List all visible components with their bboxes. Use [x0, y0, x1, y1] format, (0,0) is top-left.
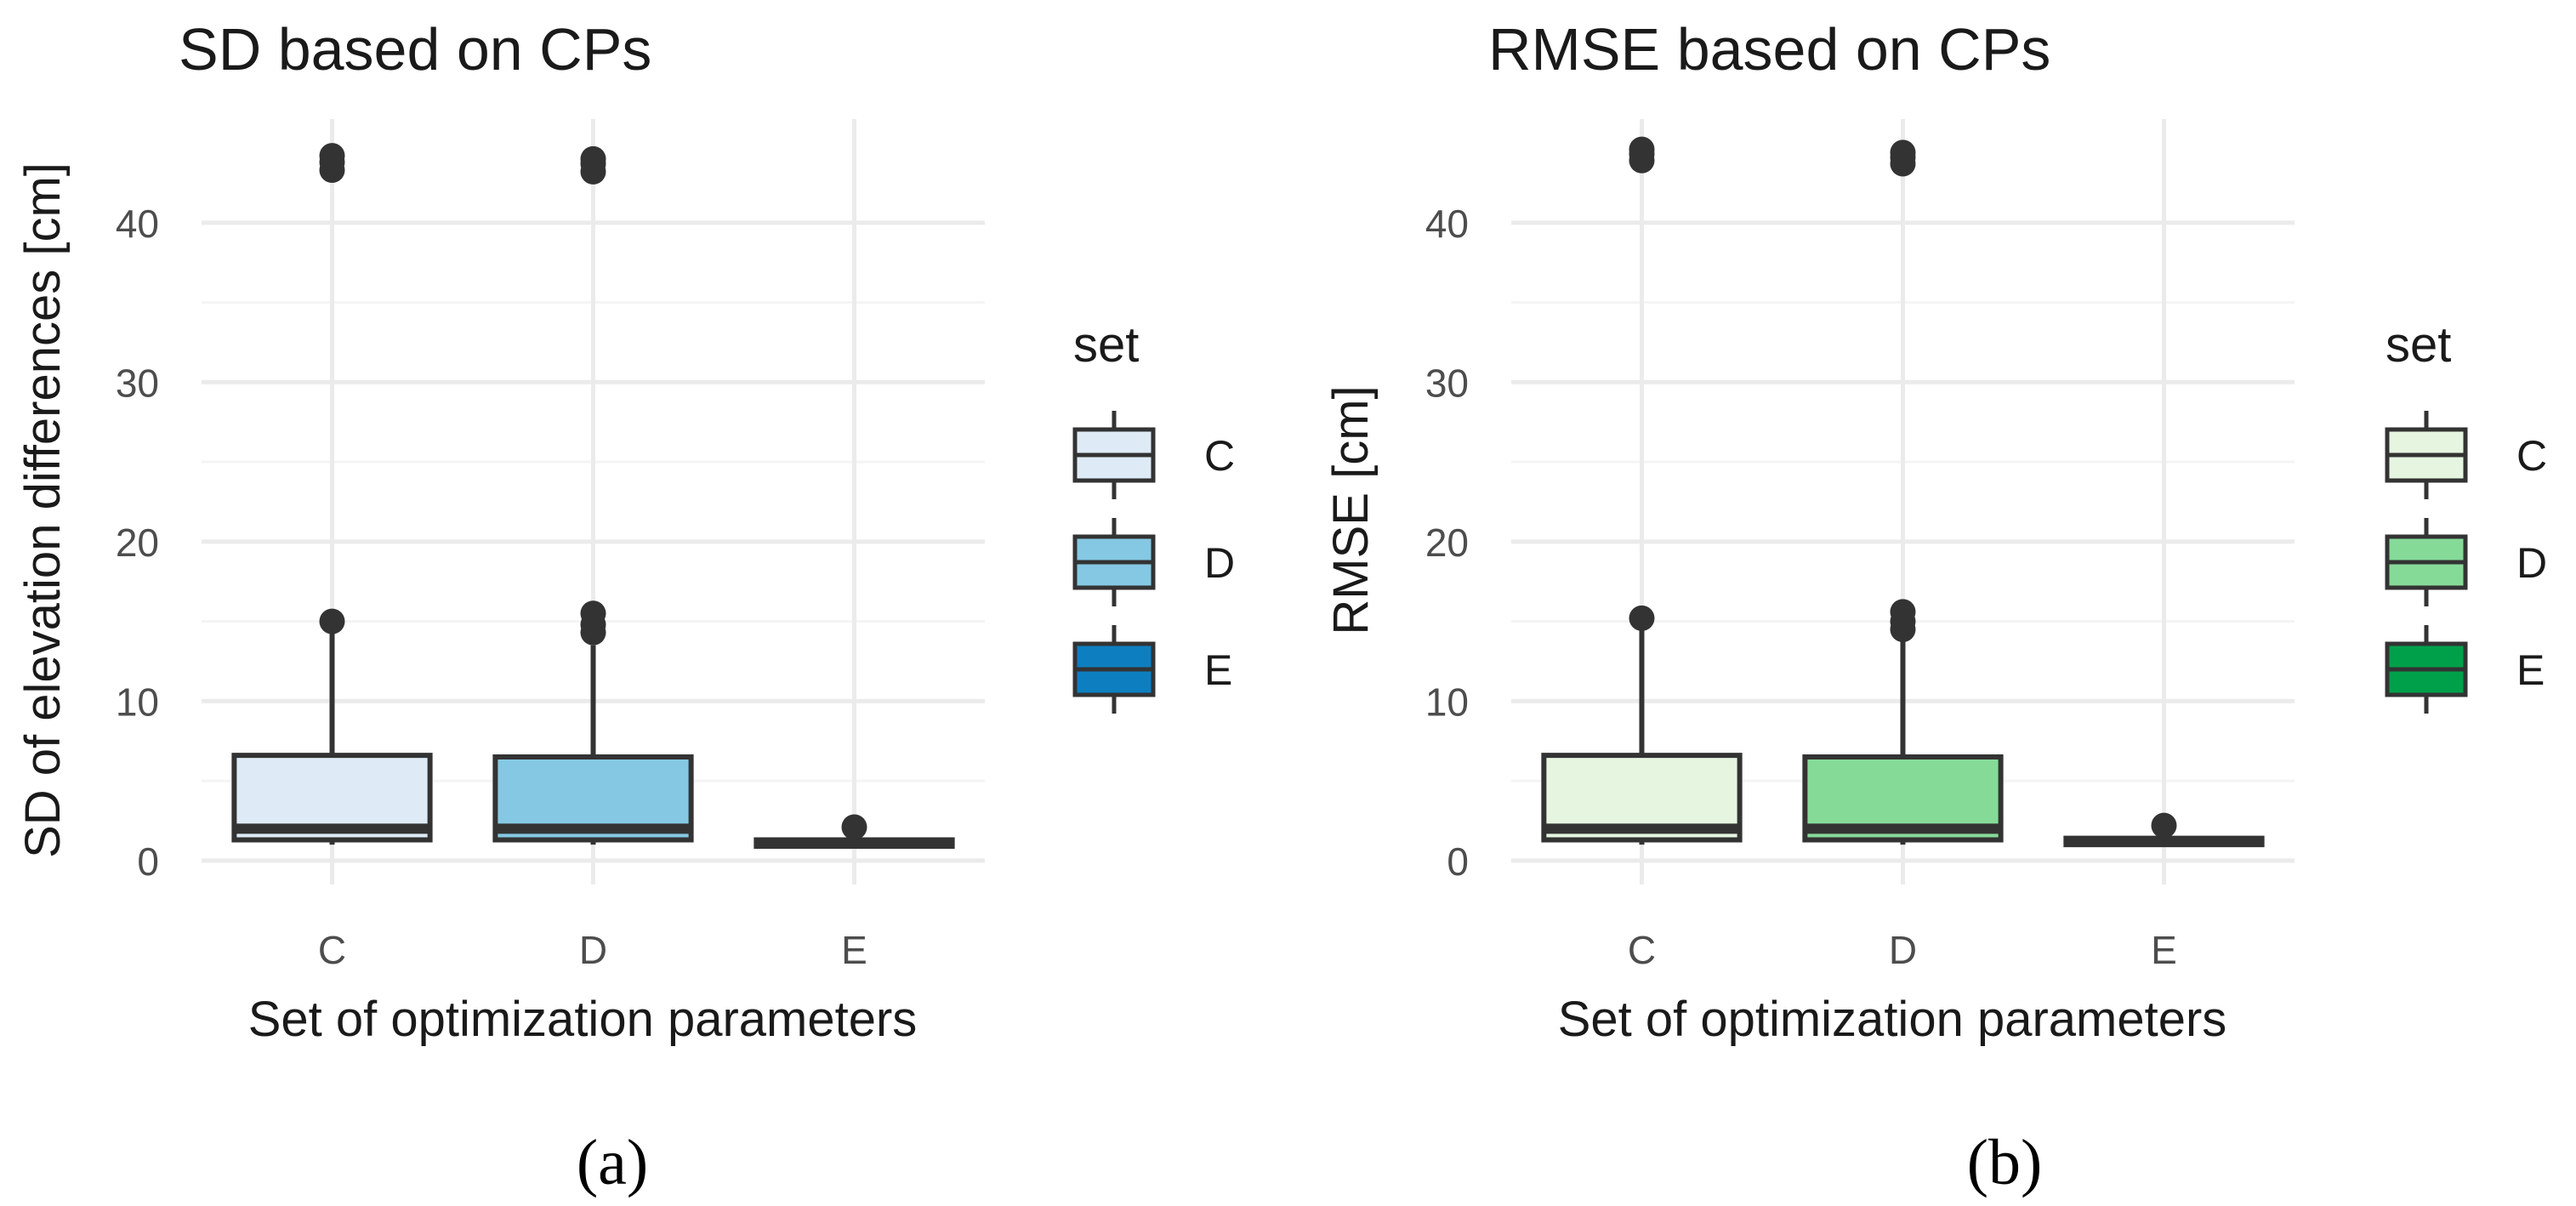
x-tick-label: D — [579, 928, 607, 972]
x-axis-label: Set of optimization parameters — [248, 992, 918, 1047]
chart-title: SD based on CPs — [179, 16, 651, 82]
outlier-point — [1890, 599, 1916, 625]
x-tick-label: C — [318, 928, 346, 972]
legend: set C D E — [2385, 317, 2547, 714]
box-d — [492, 145, 694, 845]
panel-b: 0 10 20 30 40 C D E RMSE based on CPs Set of opti… — [1323, 16, 2547, 1198]
panel-caption: (a) — [577, 1127, 648, 1198]
legend-label: E — [2516, 646, 2545, 694]
outlier-point — [1890, 139, 1916, 166]
outlier-point — [1629, 136, 1655, 162]
box-c — [231, 143, 433, 845]
y-tick-label: 0 — [1447, 839, 1469, 884]
box-e — [2063, 812, 2265, 848]
legend-title: set — [1073, 317, 1139, 373]
outlier-point — [319, 143, 345, 169]
x-tick-label: E — [2151, 928, 2177, 972]
y-tick-label: 20 — [1425, 521, 1469, 565]
legend-label: C — [2516, 432, 2547, 480]
x-tick-label: E — [841, 928, 867, 972]
panel-a: 0 10 20 30 40 C D E SD based on CPs Set of optimi… — [15, 16, 1235, 1198]
y-tick-label: 30 — [1425, 361, 1469, 405]
x-tick-label: C — [1628, 928, 1656, 972]
legend-entry-e: E — [2385, 625, 2545, 714]
y-tick-label: 30 — [116, 361, 159, 405]
box-c — [1541, 136, 1743, 845]
y-axis-label: SD of elevation differences [cm] — [15, 162, 71, 858]
y-tick-label: 10 — [1425, 680, 1469, 724]
box-e — [753, 814, 955, 849]
legend: set C D E — [1072, 317, 1235, 714]
legend-entry-d: D — [1072, 518, 1235, 606]
outlier-point — [580, 600, 606, 627]
box-d — [1802, 139, 2004, 845]
legend-title: set — [2386, 317, 2451, 373]
chart-title: RMSE based on CPs — [1488, 16, 2050, 82]
legend-label: D — [1204, 539, 1235, 587]
legend-entry-c: C — [2385, 411, 2547, 499]
outlier-point — [2151, 812, 2177, 839]
outlier-point — [841, 814, 867, 840]
y-tick-label: 40 — [116, 202, 159, 246]
legend-label: D — [2516, 539, 2547, 587]
legend-entry-d: D — [2385, 518, 2547, 606]
panel-caption: (b) — [1967, 1127, 2043, 1198]
x-axis-label: Set of optimization parameters — [1558, 992, 2227, 1047]
y-tick-label: 20 — [116, 521, 159, 565]
legend-label: E — [1204, 646, 1232, 694]
y-axis-label: RMSE [cm] — [1323, 385, 1379, 634]
outlier-point — [1629, 605, 1655, 631]
legend-entry-e: E — [1072, 625, 1232, 714]
legend-label: C — [1204, 432, 1235, 480]
x-tick-label: D — [1889, 928, 1917, 972]
y-tick-label: 0 — [137, 839, 159, 884]
legend-entry-c: C — [1072, 411, 1235, 499]
outlier-point — [319, 608, 345, 634]
y-tick-label: 40 — [1425, 202, 1469, 246]
y-tick-label: 10 — [116, 680, 159, 724]
outlier-point — [580, 145, 606, 172]
